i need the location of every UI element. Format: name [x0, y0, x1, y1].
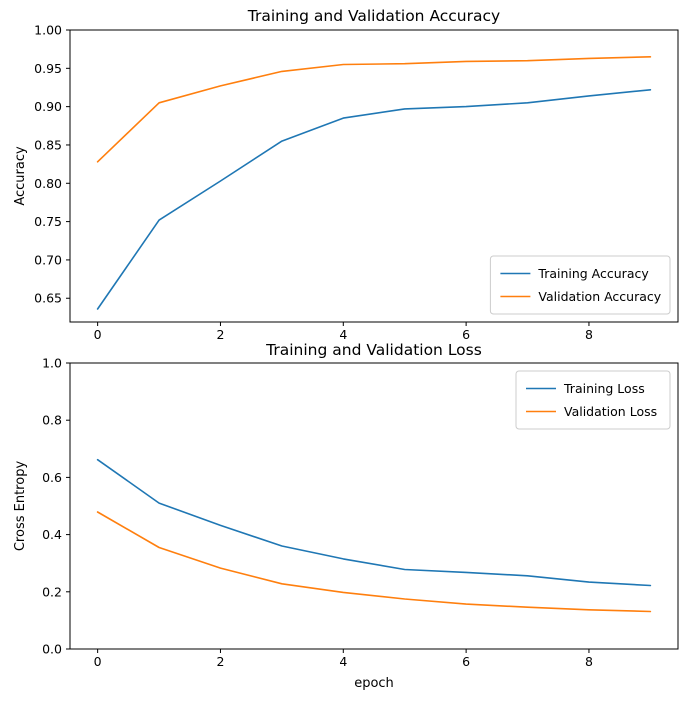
legend-box — [489, 255, 671, 315]
y-tick-label: 0.85 — [34, 137, 62, 152]
y-axis-label: Cross Entropy — [13, 461, 28, 552]
x-tick-label: 4 — [339, 327, 347, 342]
y-tick-label: 0.80 — [34, 176, 62, 191]
subplot-2: 0 2 4 6 8 0.0 0.2 0.4 0.6 0.8 1.0 Training and Vali… — [13, 341, 679, 691]
y-tick-label: 1.00 — [34, 23, 62, 38]
series-line-training-loss — [96, 458, 652, 587]
y-tick-label: 0.8 — [42, 413, 62, 428]
legend-label: Validation Accuracy — [538, 289, 661, 304]
chart-title: Training and Validation Accuracy — [247, 7, 500, 25]
y-tick-label: 0.4 — [42, 527, 62, 542]
series-line-validation-loss — [96, 511, 652, 613]
plot-border — [69, 362, 679, 650]
y-tick-label: 0.0 — [42, 642, 62, 657]
y-tick-label: 0.95 — [34, 61, 62, 76]
series-line-training-accuracy — [96, 89, 652, 310]
x-tick-label: 8 — [585, 654, 593, 669]
y-tick-label: 0.90 — [34, 99, 62, 114]
x-tick-label: 0 — [94, 654, 102, 669]
x-tick-label: 4 — [339, 654, 347, 669]
y-tick-label: 1.0 — [42, 356, 62, 371]
y-tick-label: 0.2 — [42, 584, 62, 599]
legend-label: Validation Loss — [564, 404, 657, 419]
x-axis-label: epoch — [354, 676, 394, 691]
x-tick-label: 6 — [462, 654, 470, 669]
y-axis-label: Accuracy — [13, 146, 28, 206]
plot-border — [69, 29, 679, 323]
x-tick-label: 6 — [462, 327, 470, 342]
y-tick-label: 0.75 — [34, 214, 62, 229]
legend-label: Training Loss — [563, 381, 645, 396]
y-tick-label: 0.70 — [34, 252, 62, 267]
chart-title: Training and Validation Loss — [265, 341, 482, 359]
series-line-validation-accuracy — [96, 55, 652, 163]
x-tick-label: 2 — [216, 327, 224, 342]
y-tick-label: 0.6 — [42, 470, 62, 485]
legend-label: Training Accuracy — [537, 266, 649, 281]
x-tick-label: 0 — [94, 327, 102, 342]
legend-box — [515, 370, 671, 430]
y-tick-label: 0.65 — [34, 291, 62, 306]
x-tick-label: 2 — [216, 654, 224, 669]
x-tick-label: 8 — [585, 327, 593, 342]
subplot-1: 0 2 4 6 8 0.65 0.70 0.75 0.80 0.85 0.90 0.95 1.00 Tra… — [13, 7, 679, 342]
